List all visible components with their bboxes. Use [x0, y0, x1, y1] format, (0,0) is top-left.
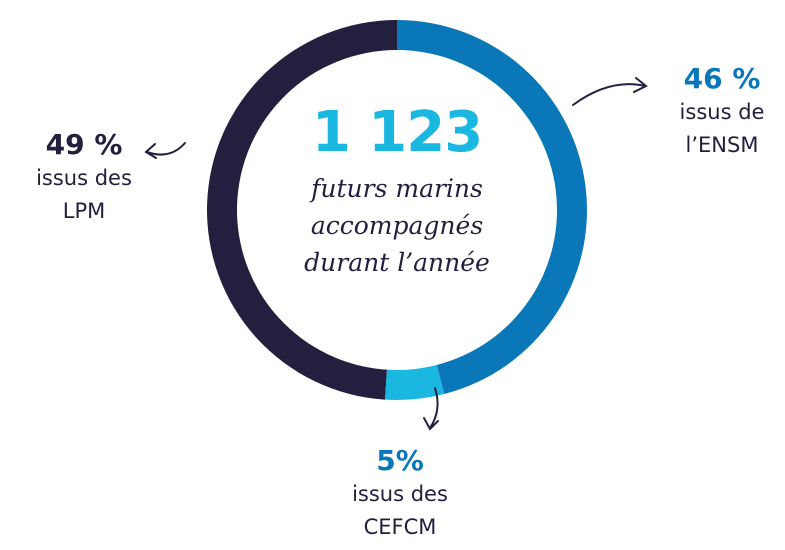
arrow-head — [633, 77, 648, 93]
arrow-head — [423, 417, 439, 431]
arrow — [146, 142, 186, 156]
slice-label: 46 % issus de l’ENSM — [662, 62, 782, 162]
value-label: 46 % — [683, 62, 761, 95]
donut-segment — [397, 20, 588, 395]
arrows — [144, 77, 648, 431]
donut-segment — [206, 20, 397, 400]
category-label: issus des CEFCM — [352, 482, 448, 539]
center-subtitle: futurs marins accompagnés durant l’année — [304, 174, 490, 277]
category-label: issus des LPM — [36, 166, 132, 223]
value-label: 5% — [376, 444, 424, 477]
arrow — [429, 387, 439, 429]
arrow-head — [144, 143, 157, 159]
center-title: 1 123 — [311, 100, 483, 165]
slice-label: 49 % issus des LPM — [24, 128, 144, 228]
slice-label: 5% issus des CEFCM — [325, 444, 475, 544]
category-label: issus de l’ENSM — [679, 100, 765, 157]
arrow — [572, 83, 646, 106]
value-label: 49 % — [45, 128, 123, 161]
donut-segment — [385, 364, 445, 401]
